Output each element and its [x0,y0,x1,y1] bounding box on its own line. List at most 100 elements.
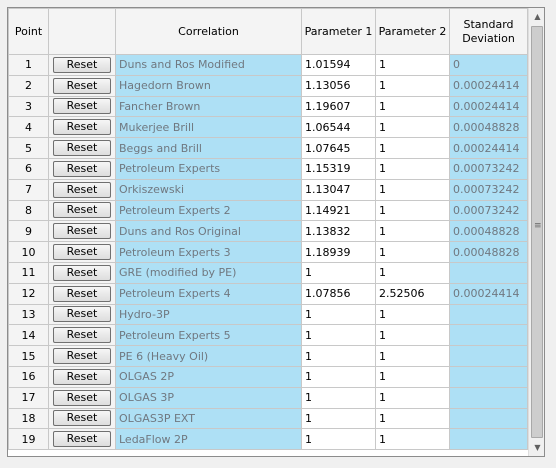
correlation-cell[interactable]: GRE (modified by PE) [115,261,302,284]
reset-button[interactable]: Reset [53,160,111,177]
parameter-1-cell[interactable]: 1 [301,428,376,451]
standard-deviation-cell[interactable]: 0.00024414 [449,74,528,97]
parameter-1-cell[interactable]: 1 [301,324,376,347]
reset-button[interactable]: Reset [53,119,111,136]
reset-button[interactable]: Reset [53,368,111,385]
standard-deviation-cell[interactable]: 0.00048828 [449,220,528,243]
correlation-cell[interactable]: Hagedorn Brown [115,74,302,97]
vertical-scrollbar[interactable]: ▲ ≡ ▼ [528,8,544,456]
correlation-cell[interactable]: Hydro-3P [115,303,302,326]
parameter-1-cell[interactable]: 1 [301,407,376,430]
reset-button[interactable]: Reset [53,327,111,344]
reset-button[interactable]: Reset [53,410,111,427]
standard-deviation-cell[interactable] [449,428,528,451]
correlation-cell[interactable]: LedaFlow 2P [115,428,302,451]
standard-deviation-cell[interactable]: 0.00073242 [449,178,528,201]
parameter-1-cell[interactable]: 1.07856 [301,282,376,305]
parameter-1-cell[interactable]: 1.13056 [301,74,376,97]
reset-button[interactable]: Reset [53,348,111,365]
reset-button[interactable]: Reset [53,98,111,115]
parameter-2-cell[interactable]: 1 [375,324,450,347]
reset-button[interactable]: Reset [53,181,111,198]
standard-deviation-cell[interactable]: 0 [449,54,528,76]
reset-button[interactable]: Reset [53,223,111,240]
reset-button[interactable]: Reset [53,306,111,323]
standard-deviation-cell[interactable]: 0.00048828 [449,241,528,263]
parameter-2-cell[interactable]: 1 [375,345,450,367]
correlation-cell[interactable]: PE 6 (Heavy Oil) [115,345,302,367]
parameter-2-cell[interactable]: 1 [375,54,450,76]
correlation-cell[interactable]: Fancher Brown [115,95,302,118]
parameter-2-cell[interactable]: 1 [375,116,450,139]
parameter-2-cell[interactable]: 1 [375,303,450,326]
correlation-cell[interactable]: OLGAS 3P [115,386,302,409]
parameter-1-cell[interactable]: 1 [301,303,376,326]
parameter-2-cell[interactable]: 1 [375,178,450,201]
standard-deviation-cell[interactable]: 0.00024414 [449,282,528,305]
parameter-1-cell[interactable]: 1.06544 [301,116,376,139]
correlation-cell[interactable]: Duns and Ros Original [115,220,302,243]
parameter-2-cell[interactable]: 1 [375,74,450,97]
correlation-cell[interactable]: Beggs and Brill [115,137,302,159]
parameter-1-cell[interactable]: 1.15319 [301,157,376,180]
reset-button[interactable]: Reset [53,77,111,94]
header-point[interactable]: Point [8,8,49,55]
parameter-1-cell[interactable]: 1.13832 [301,220,376,243]
standard-deviation-cell[interactable] [449,324,528,347]
scroll-up-arrow-icon[interactable]: ▲ [534,12,541,21]
correlation-cell[interactable]: OLGAS3P EXT [115,407,302,430]
header-correlation[interactable]: Correlation [115,8,302,55]
parameter-1-cell[interactable]: 1 [301,261,376,284]
standard-deviation-cell[interactable] [449,407,528,430]
header-standard-deviation[interactable]: Standard Deviation [449,8,528,55]
parameter-2-cell[interactable]: 1 [375,365,450,388]
standard-deviation-cell[interactable] [449,303,528,326]
header-reset[interactable] [48,8,116,55]
reset-button[interactable]: Reset [53,202,111,219]
standard-deviation-cell[interactable] [449,386,528,409]
correlation-cell[interactable]: Mukerjee Brill [115,116,302,139]
parameter-1-cell[interactable]: 1.18939 [301,241,376,263]
standard-deviation-cell[interactable]: 0.00024414 [449,137,528,159]
parameter-1-cell[interactable]: 1 [301,365,376,388]
correlation-cell[interactable]: Petroleum Experts 2 [115,199,302,222]
parameter-1-cell[interactable]: 1 [301,386,376,409]
parameter-2-cell[interactable]: 1 [375,241,450,263]
parameter-2-cell[interactable]: 1 [375,95,450,118]
header-parameter-2[interactable]: Parameter 2 [375,8,450,55]
scroll-down-arrow-icon[interactable]: ▼ [534,443,541,452]
standard-deviation-cell[interactable]: 0.00024414 [449,95,528,118]
parameter-2-cell[interactable]: 1 [375,428,450,451]
parameter-1-cell[interactable]: 1.13047 [301,178,376,201]
parameter-2-cell[interactable]: 1 [375,137,450,159]
standard-deviation-cell[interactable]: 0.00073242 [449,157,528,180]
parameter-1-cell[interactable]: 1.14921 [301,199,376,222]
reset-button[interactable]: Reset [53,431,111,448]
standard-deviation-cell[interactable] [449,365,528,388]
parameter-2-cell[interactable]: 1 [375,261,450,284]
correlation-cell[interactable]: Petroleum Experts 4 [115,282,302,305]
standard-deviation-cell[interactable]: 0.00048828 [449,116,528,139]
scrollbar-thumb[interactable]: ≡ [531,26,543,438]
parameter-1-cell[interactable]: 1.07645 [301,137,376,159]
parameter-1-cell[interactable]: 1.19607 [301,95,376,118]
parameter-1-cell[interactable]: 1 [301,345,376,367]
parameter-2-cell[interactable]: 1 [375,220,450,243]
reset-button[interactable]: Reset [53,244,111,261]
header-parameter-1[interactable]: Parameter 1 [301,8,376,55]
reset-button[interactable]: Reset [53,389,111,406]
parameter-2-cell[interactable]: 1 [375,157,450,180]
correlation-cell[interactable]: Orkiszewski [115,178,302,201]
correlation-cell[interactable]: OLGAS 2P [115,365,302,388]
reset-button[interactable]: Reset [53,285,111,302]
parameter-2-cell[interactable]: 1 [375,199,450,222]
reset-button[interactable]: Reset [53,56,111,73]
parameter-1-cell[interactable]: 1.01594 [301,54,376,76]
standard-deviation-cell[interactable] [449,345,528,367]
correlation-cell[interactable]: Petroleum Experts [115,157,302,180]
parameter-2-cell[interactable]: 2.52506 [375,282,450,305]
correlation-cell[interactable]: Duns and Ros Modified [115,54,302,76]
correlation-cell[interactable]: Petroleum Experts 3 [115,241,302,263]
reset-button[interactable]: Reset [53,264,111,281]
standard-deviation-cell[interactable] [449,261,528,284]
